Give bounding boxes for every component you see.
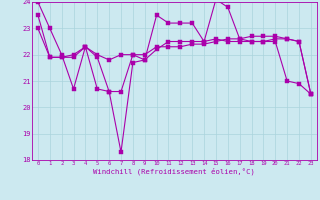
X-axis label: Windchill (Refroidissement éolien,°C): Windchill (Refroidissement éolien,°C) [93, 168, 255, 175]
